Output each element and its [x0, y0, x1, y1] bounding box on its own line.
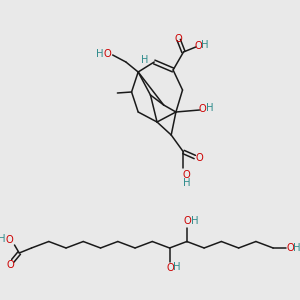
Text: O: O	[195, 41, 203, 51]
Text: O: O	[167, 263, 174, 273]
Text: H: H	[293, 243, 300, 253]
Text: H: H	[96, 49, 103, 59]
Text: H: H	[173, 262, 181, 272]
Text: H: H	[201, 40, 209, 50]
Text: H: H	[191, 215, 198, 226]
Text: O: O	[199, 104, 206, 114]
Text: O: O	[103, 49, 111, 59]
Text: O: O	[286, 243, 294, 253]
Text: O: O	[175, 34, 183, 44]
Text: O: O	[196, 153, 203, 163]
Text: H: H	[183, 178, 190, 188]
Text: O: O	[184, 217, 192, 226]
Text: O: O	[182, 170, 190, 180]
Text: O: O	[7, 260, 15, 270]
Text: O: O	[6, 235, 14, 245]
Text: H: H	[0, 234, 6, 244]
Text: H: H	[206, 103, 214, 113]
Text: H: H	[141, 55, 148, 65]
